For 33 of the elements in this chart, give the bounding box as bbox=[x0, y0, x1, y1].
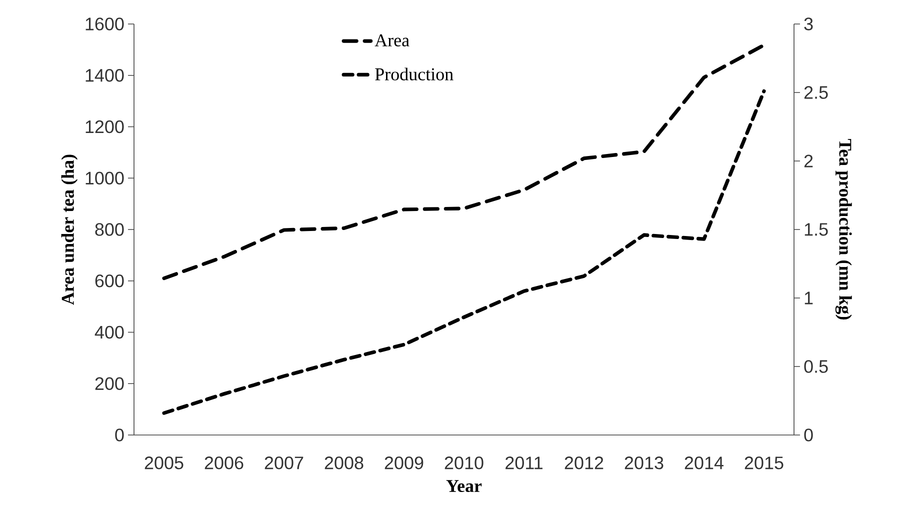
x-tick-label: 2015 bbox=[744, 456, 784, 470]
x-tick-label: 2005 bbox=[144, 456, 184, 470]
y2-tick-label: 1 bbox=[804, 292, 813, 304]
y-axis-title: Area under tea (ha) bbox=[61, 154, 78, 305]
x-tick-label: 2013 bbox=[624, 456, 664, 470]
y-tick-label: 1000 bbox=[86, 172, 124, 184]
x-tick-label: 2009 bbox=[384, 456, 424, 470]
y2-tick-label: 1.5 bbox=[804, 223, 828, 236]
y-tick-label: 0 bbox=[115, 428, 124, 442]
y-tick-label: 1400 bbox=[86, 69, 124, 82]
y-tick-label: 600 bbox=[95, 274, 124, 288]
x-tick-label: 2006 bbox=[204, 456, 244, 470]
y2-tick-label: 2 bbox=[804, 154, 813, 168]
y2-tick-label: 2.5 bbox=[804, 86, 828, 99]
x-tick-label: 2007 bbox=[264, 456, 304, 470]
x-tick-label: 2014 bbox=[684, 456, 724, 470]
y-tick-label: 1600 bbox=[86, 18, 124, 30]
y2-axis-title: Tea production (mn kg) bbox=[835, 139, 852, 320]
y2-tick-label: 0.5 bbox=[804, 360, 828, 373]
line-series bbox=[162, 89, 766, 415]
x-tick-label: 2011 bbox=[506, 456, 542, 470]
x-tick-label: 2010 bbox=[444, 456, 484, 470]
legend-label: Area bbox=[374, 34, 410, 46]
x-axis-title: Year bbox=[446, 480, 482, 492]
legend-label: Production bbox=[375, 68, 454, 80]
y-tick-label: 800 bbox=[95, 223, 124, 236]
y2-tick-label: 3 bbox=[804, 18, 813, 30]
x-tick-label: 2008 bbox=[324, 456, 364, 470]
y2-tick-label: 0 bbox=[804, 428, 813, 442]
x-tick-label: 2012 bbox=[564, 456, 604, 470]
y-tick-label: 200 bbox=[95, 377, 124, 390]
y-tick-label: 1200 bbox=[86, 120, 124, 134]
y-tick-label: 400 bbox=[94, 326, 124, 339]
